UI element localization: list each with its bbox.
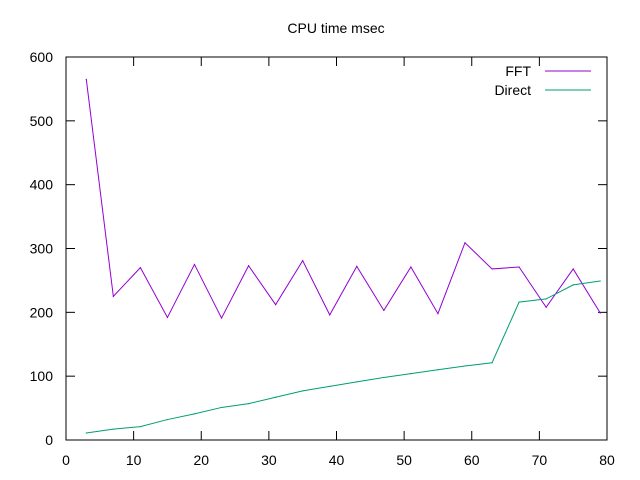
x-tick-label: 60 [464,452,480,468]
x-tick-label: 30 [261,452,277,468]
y-tick-label: 300 [30,241,54,257]
data-point-direct [518,301,520,303]
data-point-fft [302,260,304,262]
x-tick-label: 70 [532,452,548,468]
x-tick-label: 40 [329,452,345,468]
data-point-fft [166,316,169,319]
y-tick-label: 600 [30,49,54,65]
data-point-direct [275,396,277,398]
data-point-direct [356,381,358,383]
axes: 0 100 200 300 400 500 600 0 10 20 30 40 50 60 70 80 [30,49,615,468]
data-point-fft [85,78,87,80]
series-lines [85,78,601,434]
x-tick-label: 50 [396,452,412,468]
series-line-direct [86,280,601,434]
data-point-fft [329,314,331,316]
legend-label-fft: FFT [505,63,531,79]
y-tick-label: 400 [30,177,54,193]
data-point-fft [275,304,277,306]
data-point-fft [383,309,385,312]
data-point-direct [437,369,439,371]
data-point-fft [112,295,114,297]
data-point-direct [599,280,601,282]
data-point-fft [247,265,250,267]
data-point-direct [85,432,87,434]
x-tick-label: 10 [126,452,142,468]
x-tick-label: 80 [599,452,615,468]
data-point-fft [464,242,466,244]
data-point-direct [139,425,141,428]
legend-label-direct: Direct [494,82,531,98]
y-tick-label: 500 [30,113,54,129]
data-point-fft [356,265,358,267]
data-point-direct [545,298,547,300]
legend: FFT Direct [494,63,591,98]
data-point-direct [572,284,574,286]
data-point-fft [491,268,493,270]
data-point-direct [166,418,169,421]
data-point-direct [410,373,412,375]
y-tick-label: 100 [30,368,54,384]
data-point-direct [193,413,196,415]
data-point-direct [302,390,304,392]
data-point-fft [572,268,574,270]
data-point-direct [247,403,250,405]
data-point-direct [220,406,223,409]
data-point-fft [410,266,412,268]
plot-border [65,56,608,441]
data-point-direct [491,362,493,364]
data-point-fft [220,317,223,319]
y-tick-label: 200 [30,304,54,320]
data-point-fft [139,267,141,269]
x-tick-label: 0 [62,452,70,468]
data-point-direct [383,376,385,379]
series-line-fft [85,79,601,320]
data-point-direct [464,365,466,367]
data-point-direct [329,385,331,387]
chart-title: CPU time msec [287,20,384,36]
data-point-fft [599,312,601,314]
data-point-fft [518,266,520,268]
data-point-direct [112,428,114,430]
x-tick-label: 20 [193,452,209,468]
y-tick-label: 0 [45,432,53,448]
data-point-fft [545,306,547,308]
data-point-fft [193,263,196,266]
data-point-fft [437,313,439,315]
